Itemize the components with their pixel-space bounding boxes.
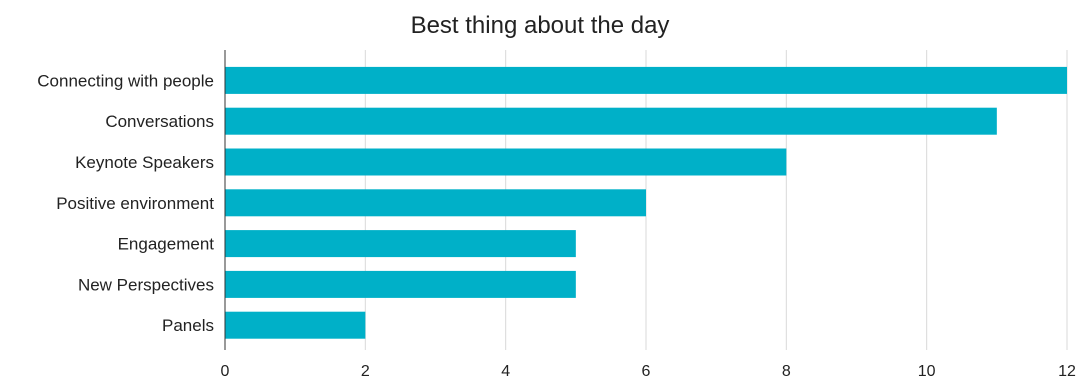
x-tick-label: 12 — [1058, 363, 1076, 380]
x-tick-label: 8 — [782, 363, 791, 380]
category-labels: Connecting with people Conversations Keyno… — [37, 71, 214, 335]
category-label: Engagement — [118, 235, 215, 254]
category-label: Panels — [162, 316, 214, 335]
category-label: Connecting with people — [37, 71, 214, 90]
bar — [225, 189, 646, 217]
bar — [225, 107, 997, 135]
bar — [225, 311, 366, 339]
x-tick-label: 10 — [918, 363, 936, 380]
x-tick-label: 4 — [501, 363, 510, 380]
bar — [225, 148, 787, 176]
bar — [225, 270, 576, 298]
bar — [225, 230, 576, 258]
x-tick-labels: 0 2 4 6 8 10 12 — [221, 363, 1076, 380]
x-tick-label: 2 — [361, 363, 370, 380]
chart-title: Best thing about the day — [411, 12, 670, 39]
category-label: New Perspectives — [78, 275, 214, 294]
category-label: Conversations — [105, 112, 214, 131]
x-tick-label: 0 — [221, 363, 230, 380]
x-tick-label: 6 — [642, 363, 651, 380]
bar — [225, 66, 1067, 94]
category-label: Keynote Speakers — [75, 153, 214, 172]
bars — [225, 66, 1067, 339]
category-label: Positive environment — [56, 194, 214, 213]
